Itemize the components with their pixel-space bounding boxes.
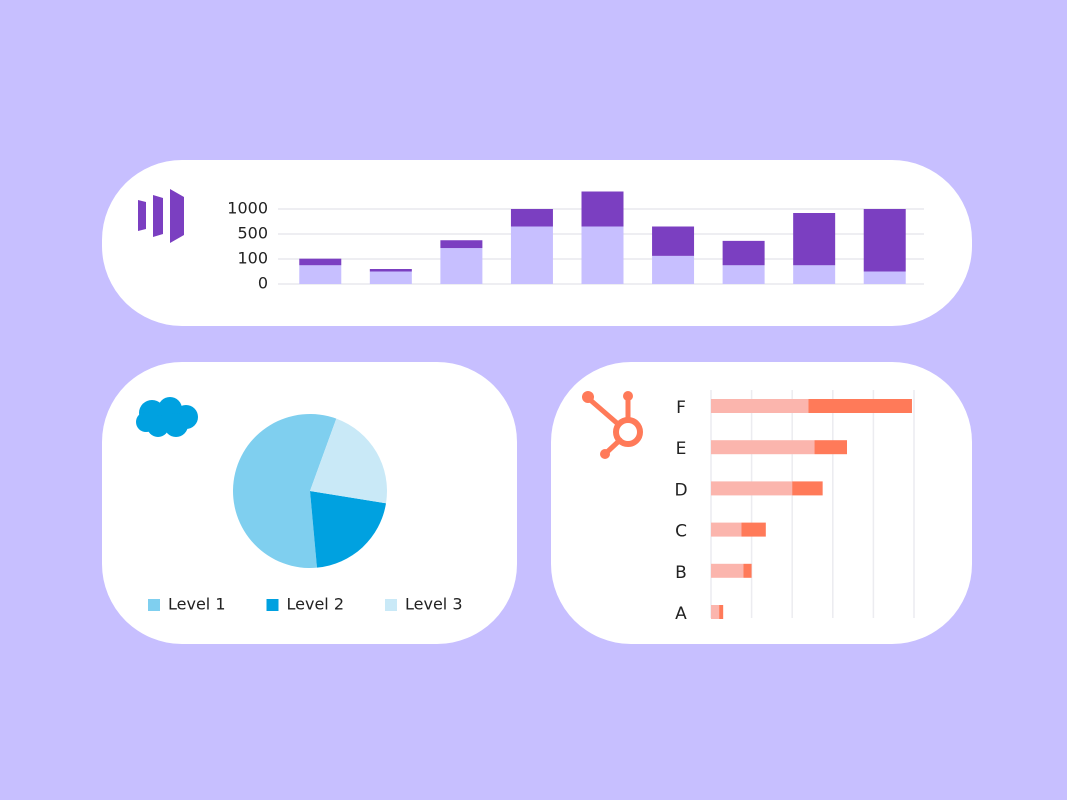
bar-segment (863, 209, 906, 272)
bar-segment (581, 191, 624, 227)
bar-segment (299, 258, 342, 266)
hubspot-logo (582, 391, 643, 459)
legend-label: Level 1 (168, 595, 226, 614)
bar-segment (510, 226, 553, 284)
y-tick-label: 100 (237, 249, 268, 268)
pie-slice (233, 414, 337, 568)
y-tick-label: 0 (258, 274, 268, 293)
y-tick-label: 1000 (227, 199, 268, 218)
bar-segment (863, 271, 906, 284)
legend-label: Level 2 (287, 595, 345, 614)
y-tick-label: E (676, 439, 687, 459)
bar-segment (711, 440, 815, 455)
y-tick-label: D (674, 480, 687, 500)
bar-segment (299, 265, 342, 284)
bar-segment (793, 265, 836, 284)
bar-segment (722, 240, 765, 266)
y-tick-label: C (675, 522, 687, 542)
panel (551, 362, 972, 644)
bar-segment (369, 271, 412, 284)
y-tick-label: B (675, 563, 687, 583)
bar-segment (741, 522, 766, 537)
bar-segment (792, 481, 823, 496)
salesforce-logo (136, 397, 198, 437)
bar-segment (711, 522, 742, 537)
legend-label: Level 3 (405, 595, 463, 614)
bar-segment (369, 269, 412, 272)
bar-segment (652, 226, 695, 256)
bar-segment (722, 265, 765, 284)
legend-swatch (266, 599, 279, 611)
bar-segment (510, 209, 553, 227)
bar-segment (793, 213, 836, 266)
bar-segment (808, 399, 912, 413)
pie-slice (310, 418, 387, 504)
pie-slice (310, 491, 387, 568)
bar-segment (581, 226, 624, 284)
y-tick-label: A (675, 604, 687, 624)
bar-segment (711, 481, 793, 496)
y-tick-label: F (676, 398, 686, 418)
bar-segment (652, 255, 695, 284)
y-tick-label: 500 (237, 224, 268, 243)
bar-segment (711, 563, 744, 578)
legend-swatch (148, 599, 160, 611)
bar-segment (814, 440, 848, 455)
bar-segment (440, 248, 483, 284)
bar-segment (743, 563, 752, 578)
bar-segment (719, 605, 724, 619)
bar-segment (711, 399, 809, 413)
bar-segment (440, 240, 483, 249)
marketo-logo (138, 189, 184, 243)
legend-swatch (385, 599, 397, 611)
bar-segment (711, 605, 720, 619)
